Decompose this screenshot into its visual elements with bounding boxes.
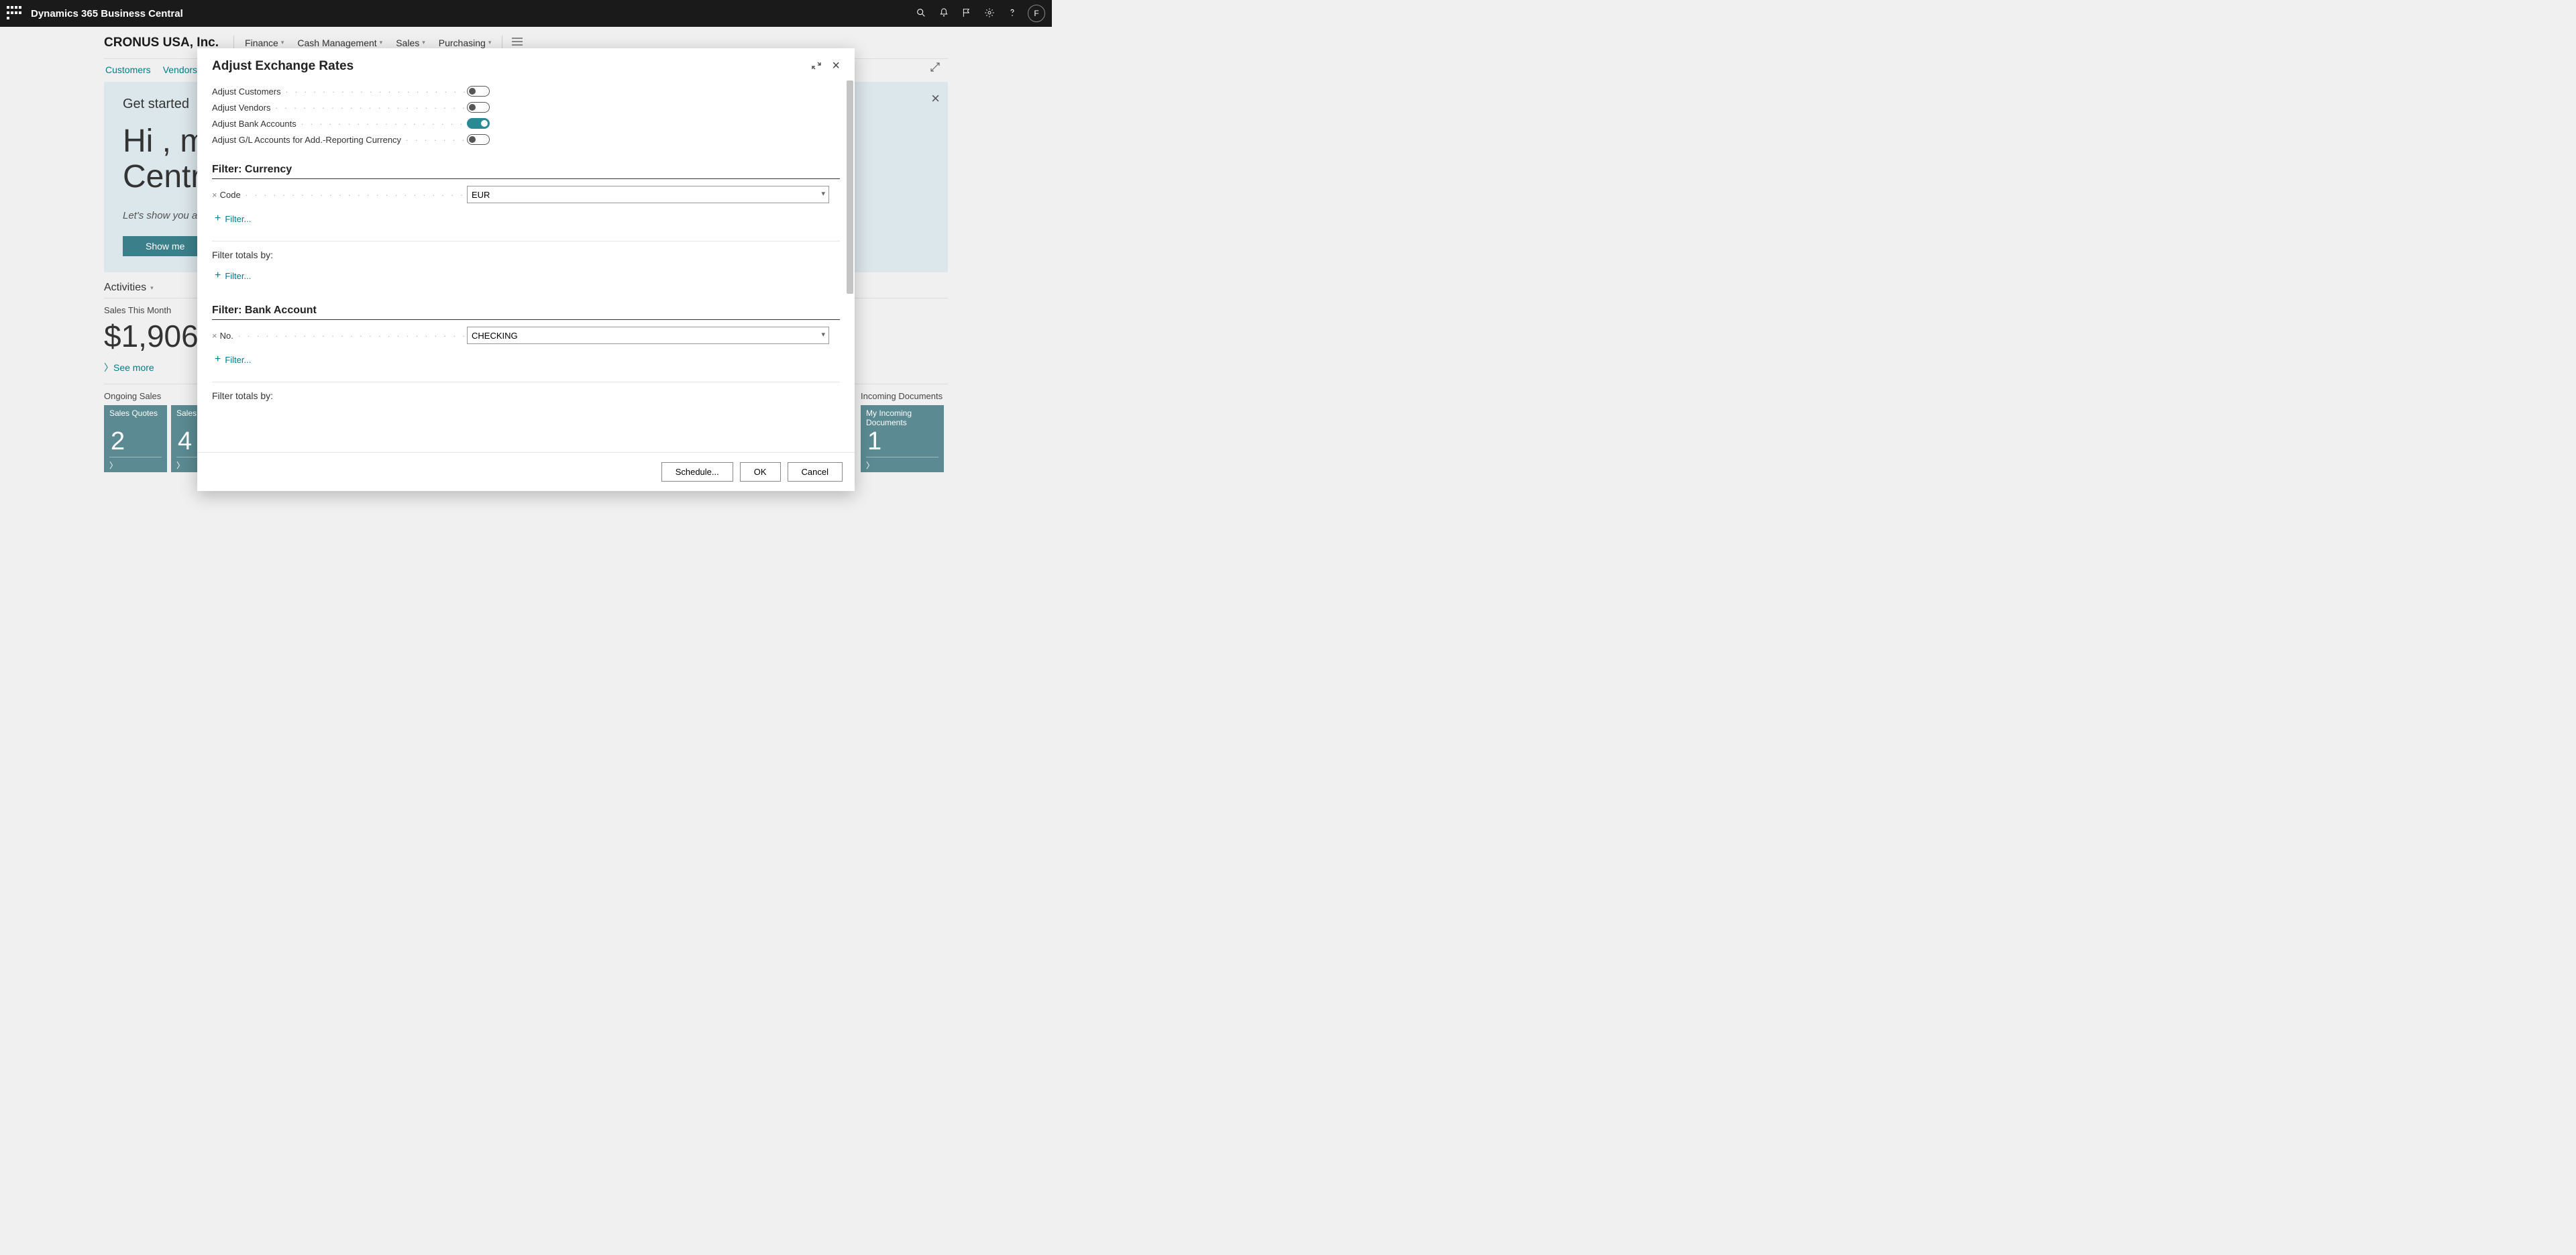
filter-totals-bank-label: Filter totals by:	[212, 382, 840, 401]
filter-currency-title: Filter: Currency	[212, 164, 840, 179]
cancel-button[interactable]: Cancel	[788, 462, 843, 482]
app-title: Dynamics 365 Business Central	[31, 8, 183, 19]
menu-finance[interactable]: Finance▾	[238, 38, 290, 48]
filter-no-label: No.	[220, 331, 233, 341]
adjust-bank-label: Adjust Bank Accounts	[212, 119, 297, 129]
adjust-gl-label: Adjust G/L Accounts for Add.-Reporting C…	[212, 135, 401, 145]
menu-cash-management[interactable]: Cash Management▾	[290, 38, 389, 48]
adjust-customers-toggle[interactable]	[467, 86, 490, 97]
subnav-customers[interactable]: Customers	[105, 64, 151, 75]
adjust-vendors-toggle[interactable]	[467, 102, 490, 113]
filter-bank-title: Filter: Bank Account	[212, 305, 840, 320]
remove-filter-icon[interactable]: ×	[212, 190, 217, 200]
scrollbar[interactable]	[847, 80, 853, 294]
menu-sales[interactable]: Sales▾	[389, 38, 432, 48]
collapse-icon[interactable]	[812, 61, 821, 72]
currency-code-input[interactable]	[467, 186, 829, 203]
expand-icon[interactable]	[930, 62, 941, 74]
tile-sales-quotes[interactable]: Sales Quotes 2 〉	[104, 405, 167, 472]
filter-code-label: Code	[220, 190, 241, 200]
modal-title: Adjust Exchange Rates	[212, 59, 354, 74]
more-menu-icon[interactable]	[512, 38, 523, 48]
show-me-button[interactable]: Show me	[123, 236, 207, 256]
flag-icon[interactable]	[955, 7, 978, 20]
tile-my-incoming-docs[interactable]: My Incoming Documents 1 〉	[861, 405, 944, 472]
chevron-right-icon[interactable]: 〉	[109, 459, 117, 471]
add-filter-bank[interactable]: +Filter...	[215, 353, 251, 366]
close-icon[interactable]: ×	[931, 90, 940, 107]
top-bar: Dynamics 365 Business Central F	[0, 0, 1052, 27]
user-avatar[interactable]: F	[1028, 5, 1045, 22]
menu-purchasing[interactable]: Purchasing▾	[432, 38, 498, 48]
chevron-right-icon[interactable]: 〉	[176, 459, 184, 471]
search-icon[interactable]	[910, 7, 932, 20]
filter-totals-currency-label: Filter totals by:	[212, 241, 840, 260]
add-filter-currency[interactable]: +Filter...	[215, 213, 251, 225]
adjust-bank-toggle[interactable]	[467, 118, 490, 129]
adjust-gl-toggle[interactable]	[467, 134, 490, 145]
remove-filter-icon[interactable]: ×	[212, 331, 217, 341]
close-icon[interactable]: ×	[832, 61, 840, 72]
app-launcher-icon[interactable]	[7, 6, 21, 21]
add-filter-currency-totals[interactable]: +Filter...	[215, 270, 251, 282]
adjust-customers-label: Adjust Customers	[212, 87, 281, 97]
incoming-docs-label: Incoming Documents	[861, 391, 948, 401]
subnav-vendors[interactable]: Vendors	[163, 64, 197, 75]
schedule-button[interactable]: Schedule...	[661, 462, 733, 482]
help-icon[interactable]	[1001, 7, 1024, 20]
chevron-right-icon[interactable]: 〉	[866, 459, 874, 471]
bank-no-input[interactable]	[467, 327, 829, 344]
settings-icon[interactable]	[978, 7, 1001, 20]
notifications-icon[interactable]	[932, 7, 955, 20]
adjust-vendors-label: Adjust Vendors	[212, 103, 270, 113]
ok-button[interactable]: OK	[740, 462, 781, 482]
adjust-exchange-rates-modal: Adjust Exchange Rates × Adjust Customers…	[197, 48, 855, 491]
